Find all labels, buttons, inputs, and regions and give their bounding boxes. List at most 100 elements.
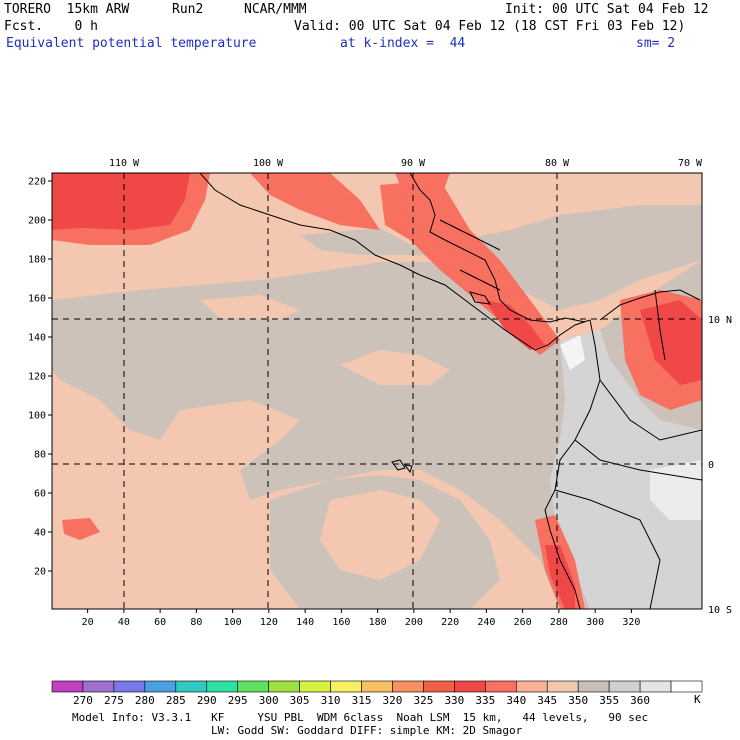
y-tick-label: 60 bbox=[34, 489, 46, 500]
y-tick-label: 40 bbox=[34, 528, 46, 539]
shading-white-patch bbox=[650, 460, 702, 520]
colorbar-swatch bbox=[361, 680, 393, 693]
shading-darkred-northwest bbox=[52, 173, 190, 230]
shading-darkred-venezuela bbox=[640, 300, 702, 385]
shading-darkred-peru bbox=[545, 545, 575, 609]
colorbar-swatch bbox=[639, 680, 672, 693]
y-tick-label: 220 bbox=[28, 177, 46, 188]
latitude-labels: 10 N 0 10 S bbox=[708, 315, 732, 616]
latitude-label: 0 bbox=[708, 460, 714, 471]
colorbar-level-label: 350 bbox=[568, 694, 589, 707]
colorbar-level-label: 290 bbox=[196, 694, 217, 707]
x-tick-label: 180 bbox=[369, 617, 387, 628]
colorbar bbox=[51, 680, 703, 693]
y-tick-label: 100 bbox=[28, 411, 46, 422]
latitude-label: 10 N bbox=[708, 315, 732, 326]
colorbar-level-label: 270 bbox=[73, 694, 93, 707]
colorbar-swatch bbox=[546, 680, 579, 693]
shading-peach-patch-1 bbox=[340, 350, 450, 385]
colorbar-swatch bbox=[423, 680, 455, 693]
longitude-label: 100 W bbox=[253, 158, 284, 169]
x-axis-ticks: 20 40 60 80 100 120 140 160 180 200 220 240 260 280 30… bbox=[82, 609, 640, 628]
init-time: Init: 00 UTC Sat 04 Feb 12 bbox=[505, 2, 709, 17]
x-tick-label: 200 bbox=[405, 617, 423, 628]
colorbar-level-label: 310 bbox=[320, 694, 341, 707]
forecast-hour: Fcst. 0 h bbox=[4, 19, 98, 34]
physics-info: LW: Godd SW: Goddard DIFF: simple KM: 2D… bbox=[211, 724, 523, 737]
colorbar-level-label: 305 bbox=[289, 694, 310, 707]
x-tick-label: 320 bbox=[622, 617, 640, 628]
longitude-label: 70 W bbox=[678, 158, 703, 169]
shading-lightgrey-land bbox=[550, 330, 702, 609]
shading-darkred-costarica bbox=[485, 300, 545, 350]
smoothing-label: sm= 2 bbox=[636, 36, 676, 51]
colorbar-swatch bbox=[82, 680, 115, 693]
colorbar-level-label: 300 bbox=[258, 694, 279, 707]
y-axis-ticks: 220 200 180 160 140 120 100 80 60 40 20 bbox=[28, 177, 52, 578]
x-tick-label: 240 bbox=[477, 617, 495, 628]
model-info: Model Info: V3.3.1 KF YSU PBL WDM 6class… bbox=[72, 711, 649, 724]
run-label: Run2 bbox=[172, 2, 204, 17]
colorbar-level-label: 360 bbox=[630, 694, 651, 707]
shading-red-mexico bbox=[250, 173, 380, 230]
y-tick-label: 140 bbox=[28, 333, 46, 344]
y-tick-label: 120 bbox=[28, 372, 46, 383]
colorbar-swatch bbox=[485, 680, 517, 693]
level-label: at k-index = 44 bbox=[340, 36, 466, 51]
x-tick-label: 140 bbox=[296, 617, 314, 628]
colorbar-level-label: 345 bbox=[537, 694, 558, 707]
x-tick-label: 160 bbox=[332, 617, 350, 628]
colorbar-level-label: 285 bbox=[165, 694, 186, 707]
colorbar-level-label: 320 bbox=[382, 694, 403, 707]
colorbar-swatch bbox=[175, 680, 208, 693]
longitude-label: 90 W bbox=[401, 158, 426, 169]
longitude-label: 80 W bbox=[545, 158, 570, 169]
shading-grey-north bbox=[300, 205, 702, 310]
field-name: Equivalent potential temperature bbox=[6, 36, 257, 51]
shading-peach-patch-3 bbox=[320, 490, 440, 580]
shading-white-patch-2 bbox=[560, 335, 585, 370]
x-tick-label: 60 bbox=[154, 617, 166, 628]
colorbar-swatch bbox=[206, 680, 239, 693]
center-label: NCAR/MMM bbox=[244, 2, 307, 17]
x-tick-label: 120 bbox=[260, 617, 278, 628]
colorbar-swatch bbox=[113, 680, 146, 693]
graticule bbox=[52, 173, 702, 609]
colorbar-level-label: 335 bbox=[475, 694, 496, 707]
colorbar-swatch bbox=[515, 680, 548, 693]
colorbar-level-label: 275 bbox=[103, 694, 124, 707]
x-tick-label: 300 bbox=[586, 617, 604, 628]
colorbar-swatch bbox=[454, 680, 486, 693]
colorbar-level-label: 340 bbox=[506, 694, 527, 707]
colorbar-swatch bbox=[670, 680, 703, 693]
colorbar-level-label: 325 bbox=[413, 694, 434, 707]
colorbar-swatch bbox=[608, 680, 641, 693]
colorbar-swatch bbox=[237, 680, 269, 693]
y-tick-label: 80 bbox=[34, 450, 46, 461]
y-tick-label: 180 bbox=[28, 255, 46, 266]
colorbar-unit: K bbox=[694, 693, 701, 706]
colorbar-swatch bbox=[392, 680, 424, 693]
shading-red-small bbox=[62, 518, 100, 540]
y-tick-label: 160 bbox=[28, 294, 46, 305]
longitude-labels: 110 W 100 W 90 W 80 W 70 W bbox=[109, 158, 703, 169]
x-tick-label: 20 bbox=[82, 617, 94, 628]
colorbar-swatch bbox=[144, 680, 177, 693]
colorbar-level-label: 280 bbox=[134, 694, 155, 707]
colorbar-swatch bbox=[330, 680, 362, 693]
colorbar-swatch bbox=[268, 680, 300, 693]
colorbar-level-label: 330 bbox=[444, 694, 465, 707]
longitude-label: 110 W bbox=[109, 158, 140, 169]
model-title: TORERO 15km ARW bbox=[4, 2, 130, 17]
y-tick-label: 200 bbox=[28, 216, 46, 227]
x-tick-label: 260 bbox=[514, 617, 532, 628]
coastlines bbox=[199, 173, 702, 609]
colorbar-level-label: 355 bbox=[599, 694, 620, 707]
map-frame bbox=[51, 172, 703, 610]
shading-red-yucatan bbox=[395, 173, 450, 210]
x-tick-label: 280 bbox=[550, 617, 568, 628]
latitude-label: 10 S bbox=[708, 605, 732, 616]
colorbar-swatch bbox=[577, 680, 610, 693]
colorbar-swatch bbox=[299, 680, 331, 693]
